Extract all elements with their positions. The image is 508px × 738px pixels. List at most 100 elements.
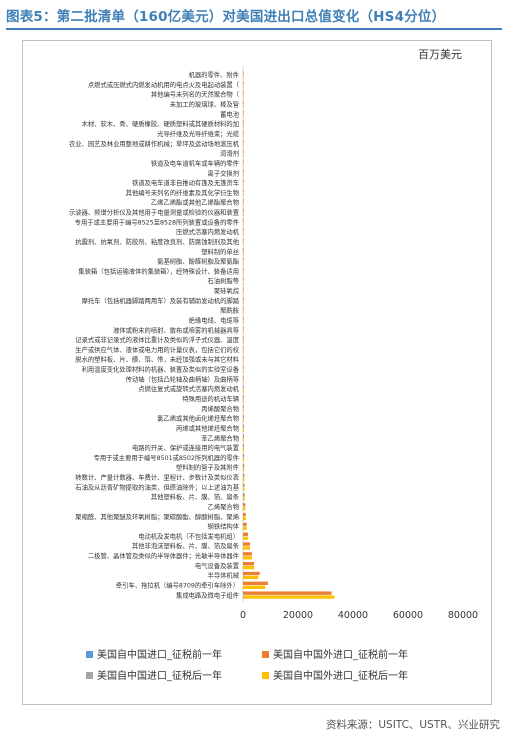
bar-segment-series-2: [243, 110, 244, 114]
category-label: 润滑剂: [220, 149, 239, 158]
bar-segment-series-2: [243, 365, 244, 370]
category-label: 聚硅氧烷: [214, 286, 240, 295]
legend-label: 美国自中国进口_征税前一年: [97, 648, 222, 661]
bar-segment-series-2: [243, 238, 244, 242]
bar-segment-series-2: [243, 267, 244, 271]
bar-segment-series-2: [243, 395, 244, 399]
category-label: 其他塑料板、片、膜、箔、扁条: [151, 492, 240, 501]
category-label: 乙烯乙烯酯或其他乙烯酯聚合物: [151, 198, 239, 207]
category-label: 钢铁结构体: [208, 522, 240, 531]
category-label: 点燃往复式或旋转式活塞内燃发动机: [138, 384, 239, 393]
category-label: 电动机及发电机（不包括发电机组）: [138, 531, 239, 540]
category-label: 示波器、频谱分析仪及其他用于电量测量或检验的仪器和装置: [69, 208, 239, 217]
bar-segment-series-2: [243, 198, 244, 203]
chart-frame: [22, 40, 492, 705]
bar-segment-series-2: [243, 120, 244, 124]
title-underline: [6, 28, 502, 30]
bar-segment-series-2: [243, 81, 244, 85]
bar-segment-series-2: [243, 522, 247, 527]
bar-segment-series-4: [243, 232, 244, 236]
bars: [243, 71, 335, 599]
category-label: 其他非泡沫塑料板、片、膜、箔及扁条: [132, 541, 240, 550]
bar-segment-series-4: [243, 173, 244, 177]
category-label: 农业、园艺及林业用整地或耕作机械；草坪及运动场地滚压机: [69, 139, 240, 148]
bar-segment-series-2: [243, 228, 244, 232]
category-label: 其他编号未列名的纤维素及其化学衍生物: [126, 188, 239, 197]
bar-segment-series-4: [243, 457, 245, 462]
category-label: 转数计、产量计数器、车费计、里程计、步数计及类似仪表: [75, 473, 239, 482]
bar-segment-series-4: [243, 379, 244, 383]
bar-segment-series-2: [243, 532, 249, 536]
bar-segment-series-2: [243, 512, 246, 517]
bar-segment-series-2: [243, 346, 244, 350]
bar-segment-series-4: [243, 546, 250, 550]
bar-segment-series-2: [243, 149, 244, 154]
category-label: 集装箱（包括运输液体的集装箱），经特殊设计、装备适用: [78, 266, 239, 275]
category-label: 电路的开关、保护或连接用的电气装置: [132, 443, 239, 452]
category-label: 光导纤维及光导纤维束；光缆: [157, 129, 240, 138]
category-labels: 机器的零件、附件点燃式或压燃式内燃发动机用的电点火及电起动装置（其他编号未列名的…: [69, 70, 240, 599]
bar-segment-series-2: [243, 297, 244, 301]
legend-label: 美国自中国进口_征税后一年: [97, 669, 222, 682]
bar-segment-series-2: [243, 179, 244, 183]
bar-segment-series-2: [243, 454, 245, 458]
bar-segment-series-4: [243, 389, 244, 393]
bar-segment-series-2: [243, 247, 244, 252]
category-label: 半导体机械: [208, 571, 240, 580]
bar-segment-series-4: [243, 291, 244, 295]
category-label: 专用于或主要用于编号8525至8528所列装置或设备的零件: [75, 217, 239, 226]
category-label: 记录式或非记录式的液体比重计及类似的浮子式仪器、温度: [75, 335, 239, 344]
bar-segment-series-4: [243, 497, 245, 501]
bar-segment-series-4: [243, 183, 244, 187]
bar-segment-series-2: [243, 591, 332, 595]
bar-segment-series-2: [243, 218, 244, 222]
category-label: 氯乙烯或其他卤化烯烃聚合物: [157, 414, 239, 423]
bar-segment-series-2: [243, 552, 252, 556]
category-label: 丙烯酸聚合物: [201, 404, 239, 413]
bar-segment-series-2: [243, 434, 244, 438]
category-label: 抗震剂、抗氧剂、防胶剂、粘度改良剂、防腐蚀制剂及其他: [75, 237, 239, 246]
bar-segment-series-2: [243, 257, 244, 262]
bar-segment-series-2: [243, 483, 245, 487]
category-label: 绝缘电线、电缆等: [189, 315, 240, 324]
bar-segment-series-2: [243, 473, 245, 478]
category-label: 传动轴（包括凸轮轴及曲柄轴）及曲柄等: [126, 374, 240, 383]
bar-segment-series-4: [243, 320, 244, 324]
bar-segment-series-4: [243, 310, 244, 315]
bar-segment-series-4: [243, 300, 244, 305]
unit-label: 百万美元: [418, 48, 462, 61]
category-label: 离子交换剂: [208, 168, 239, 177]
bar-segment-series-4: [243, 487, 245, 491]
bar-segment-series-4: [243, 242, 244, 246]
bar-segment-series-4: [243, 212, 244, 216]
category-label: 乙烯聚合物: [208, 502, 239, 511]
bar-segment-series-2: [243, 562, 255, 566]
bar-segment-series-4: [243, 281, 244, 285]
legend: 美国自中国进口_征税前一年 美国自中国外进口_征税前一年美国自中国进口_征税后一年…: [86, 648, 408, 682]
bar-segment-series-4: [243, 536, 249, 540]
category-label: 机器的零件、附件: [189, 70, 239, 79]
bar-segment-series-2: [243, 316, 244, 320]
bar-segment-series-2: [243, 189, 244, 193]
bar-segment-series-4: [243, 124, 244, 128]
category-label: 铁道及电车道非自推动有篷及无篷货车: [132, 178, 239, 187]
bar-segment-series-4: [243, 359, 244, 364]
bar-segment-series-3: [243, 595, 244, 599]
bar-segment-series-4: [243, 202, 244, 207]
category-label: 塑料制的管子及其附件: [176, 463, 239, 472]
category-label: 脱水的塑料板、片、膜、箔、带，未经加强或未与其它材料: [75, 355, 239, 364]
bar-segment-series-2: [243, 100, 244, 105]
bar-segment-series-2: [243, 444, 245, 448]
bar-segment-series-4: [243, 428, 244, 432]
bar-segment-series-2: [243, 90, 244, 95]
bar-segment-series-4: [243, 369, 244, 373]
category-label: 蓄电池: [220, 109, 240, 118]
bar-segment-series-4: [243, 251, 244, 256]
bar-segment-series-4: [243, 585, 266, 589]
bar-segment-series-4: [243, 330, 244, 334]
bar-segment-series-4: [243, 75, 244, 79]
category-label: 特殊用途的机动车辆: [182, 394, 239, 403]
x-tick-label: 80000: [448, 610, 478, 621]
category-label: 集成电路及微电子组件: [176, 590, 239, 599]
